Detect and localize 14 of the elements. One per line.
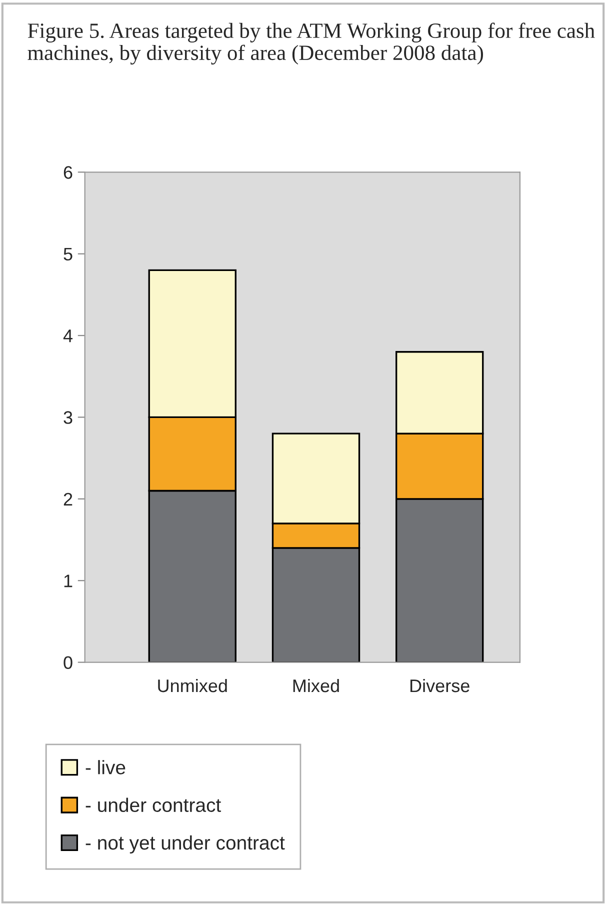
chart-title: Figure 5. Areas targeted by the ATM Working Group for free cash machines, by diversity of area (December 2008 data) (28, 22, 595, 65)
legend-label: - live (86, 760, 126, 774)
y-tick-label: 5 (64, 248, 72, 261)
y-tick-label: 4 (63, 330, 73, 342)
legend-label: - not yet under contract (86, 835, 285, 854)
y-tick-label: 2 (64, 492, 72, 506)
y-tick-label: 0 (64, 656, 72, 670)
y-tick-label: 1 (64, 574, 72, 588)
legend-label: - under contract (86, 798, 222, 812)
y-tick-label: 3 (64, 411, 72, 424)
x-tick-label: Unmixed (158, 678, 227, 692)
x-tick-label: Diverse (410, 678, 470, 692)
x-tick-label: Mixed (293, 678, 339, 692)
y-tick-label: 6 (64, 166, 72, 179)
